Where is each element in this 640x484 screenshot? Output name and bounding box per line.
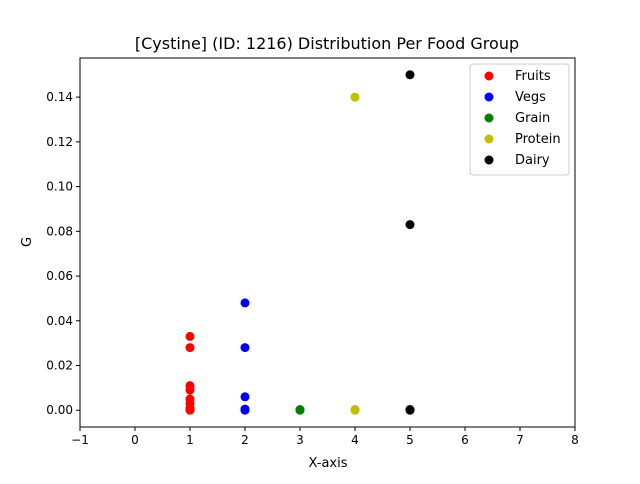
data-point (240, 392, 250, 402)
data-point (240, 298, 250, 308)
legend-marker (484, 71, 494, 81)
legend-marker (484, 134, 494, 144)
y-tick-label: 0.04 (46, 314, 73, 328)
legend-label: Vegs (515, 90, 546, 105)
series-grain (295, 405, 305, 415)
legend-marker (484, 155, 494, 165)
legend-item-dairy: Dairy (484, 153, 550, 168)
x-axis-label: X-axis (309, 456, 348, 471)
legend: Fruits Vegs Grain Protein Dairy (469, 63, 570, 176)
legend-item-vegs: Vegs (484, 90, 546, 105)
legend-item-protein: Protein (484, 132, 561, 147)
legend-label: Fruits (515, 69, 551, 84)
legend-item-grain: Grain (484, 111, 550, 126)
x-tick-label: 7 (516, 433, 524, 447)
legend-label: Dairy (515, 153, 550, 168)
x-tick-label: 1 (186, 433, 194, 447)
legend-label: Grain (515, 111, 550, 126)
data-point (295, 405, 305, 415)
x-tick-label: 2 (241, 433, 249, 447)
x-tick-label: 4 (351, 433, 359, 447)
data-point (405, 405, 415, 415)
x-tick-label: −1 (71, 433, 89, 447)
legend-label: Protein (515, 132, 561, 147)
x-tick-label: 6 (461, 433, 469, 447)
x-tick-label: 0 (131, 433, 139, 447)
series-protein (350, 92, 360, 415)
series-fruits (185, 331, 195, 415)
y-tick-label: 0.12 (46, 135, 73, 149)
data-point (405, 70, 415, 80)
y-tick-label: 0.00 (46, 403, 73, 417)
chart-title: [Cystine] (ID: 1216) Distribution Per Fo… (135, 34, 519, 53)
plot-area (185, 70, 415, 415)
axes: −1 0 1 2 3 4 5 6 7 8 0.00 0.02 0.04 0.06 0.08 0.10 0.12 0… (46, 57, 579, 447)
y-tick-label: 0.10 (46, 180, 73, 194)
x-tick-label: 8 (571, 433, 579, 447)
data-point (185, 343, 195, 353)
legend-box (469, 63, 570, 176)
data-point (350, 405, 360, 415)
legend-marker (484, 92, 494, 102)
series-dairy (405, 70, 415, 415)
y-axis-label: G (20, 237, 35, 247)
data-point (240, 343, 250, 353)
y-tick-label: 0.06 (46, 269, 73, 283)
data-point (350, 92, 360, 102)
x-tick-label: 3 (296, 433, 304, 447)
legend-marker (484, 113, 494, 123)
data-point (185, 385, 195, 395)
data-point (405, 220, 415, 230)
axes-frame (79, 57, 576, 428)
data-point (240, 405, 250, 415)
legend-item-fruits: Fruits (484, 69, 551, 84)
y-tick-label: 0.08 (46, 224, 73, 238)
data-point (185, 405, 195, 415)
y-tick-label: 0.14 (46, 90, 73, 104)
data-point (185, 331, 195, 341)
series-vegs (240, 298, 250, 415)
y-tick-label: 0.02 (46, 359, 73, 373)
x-tick-label: 5 (406, 433, 414, 447)
